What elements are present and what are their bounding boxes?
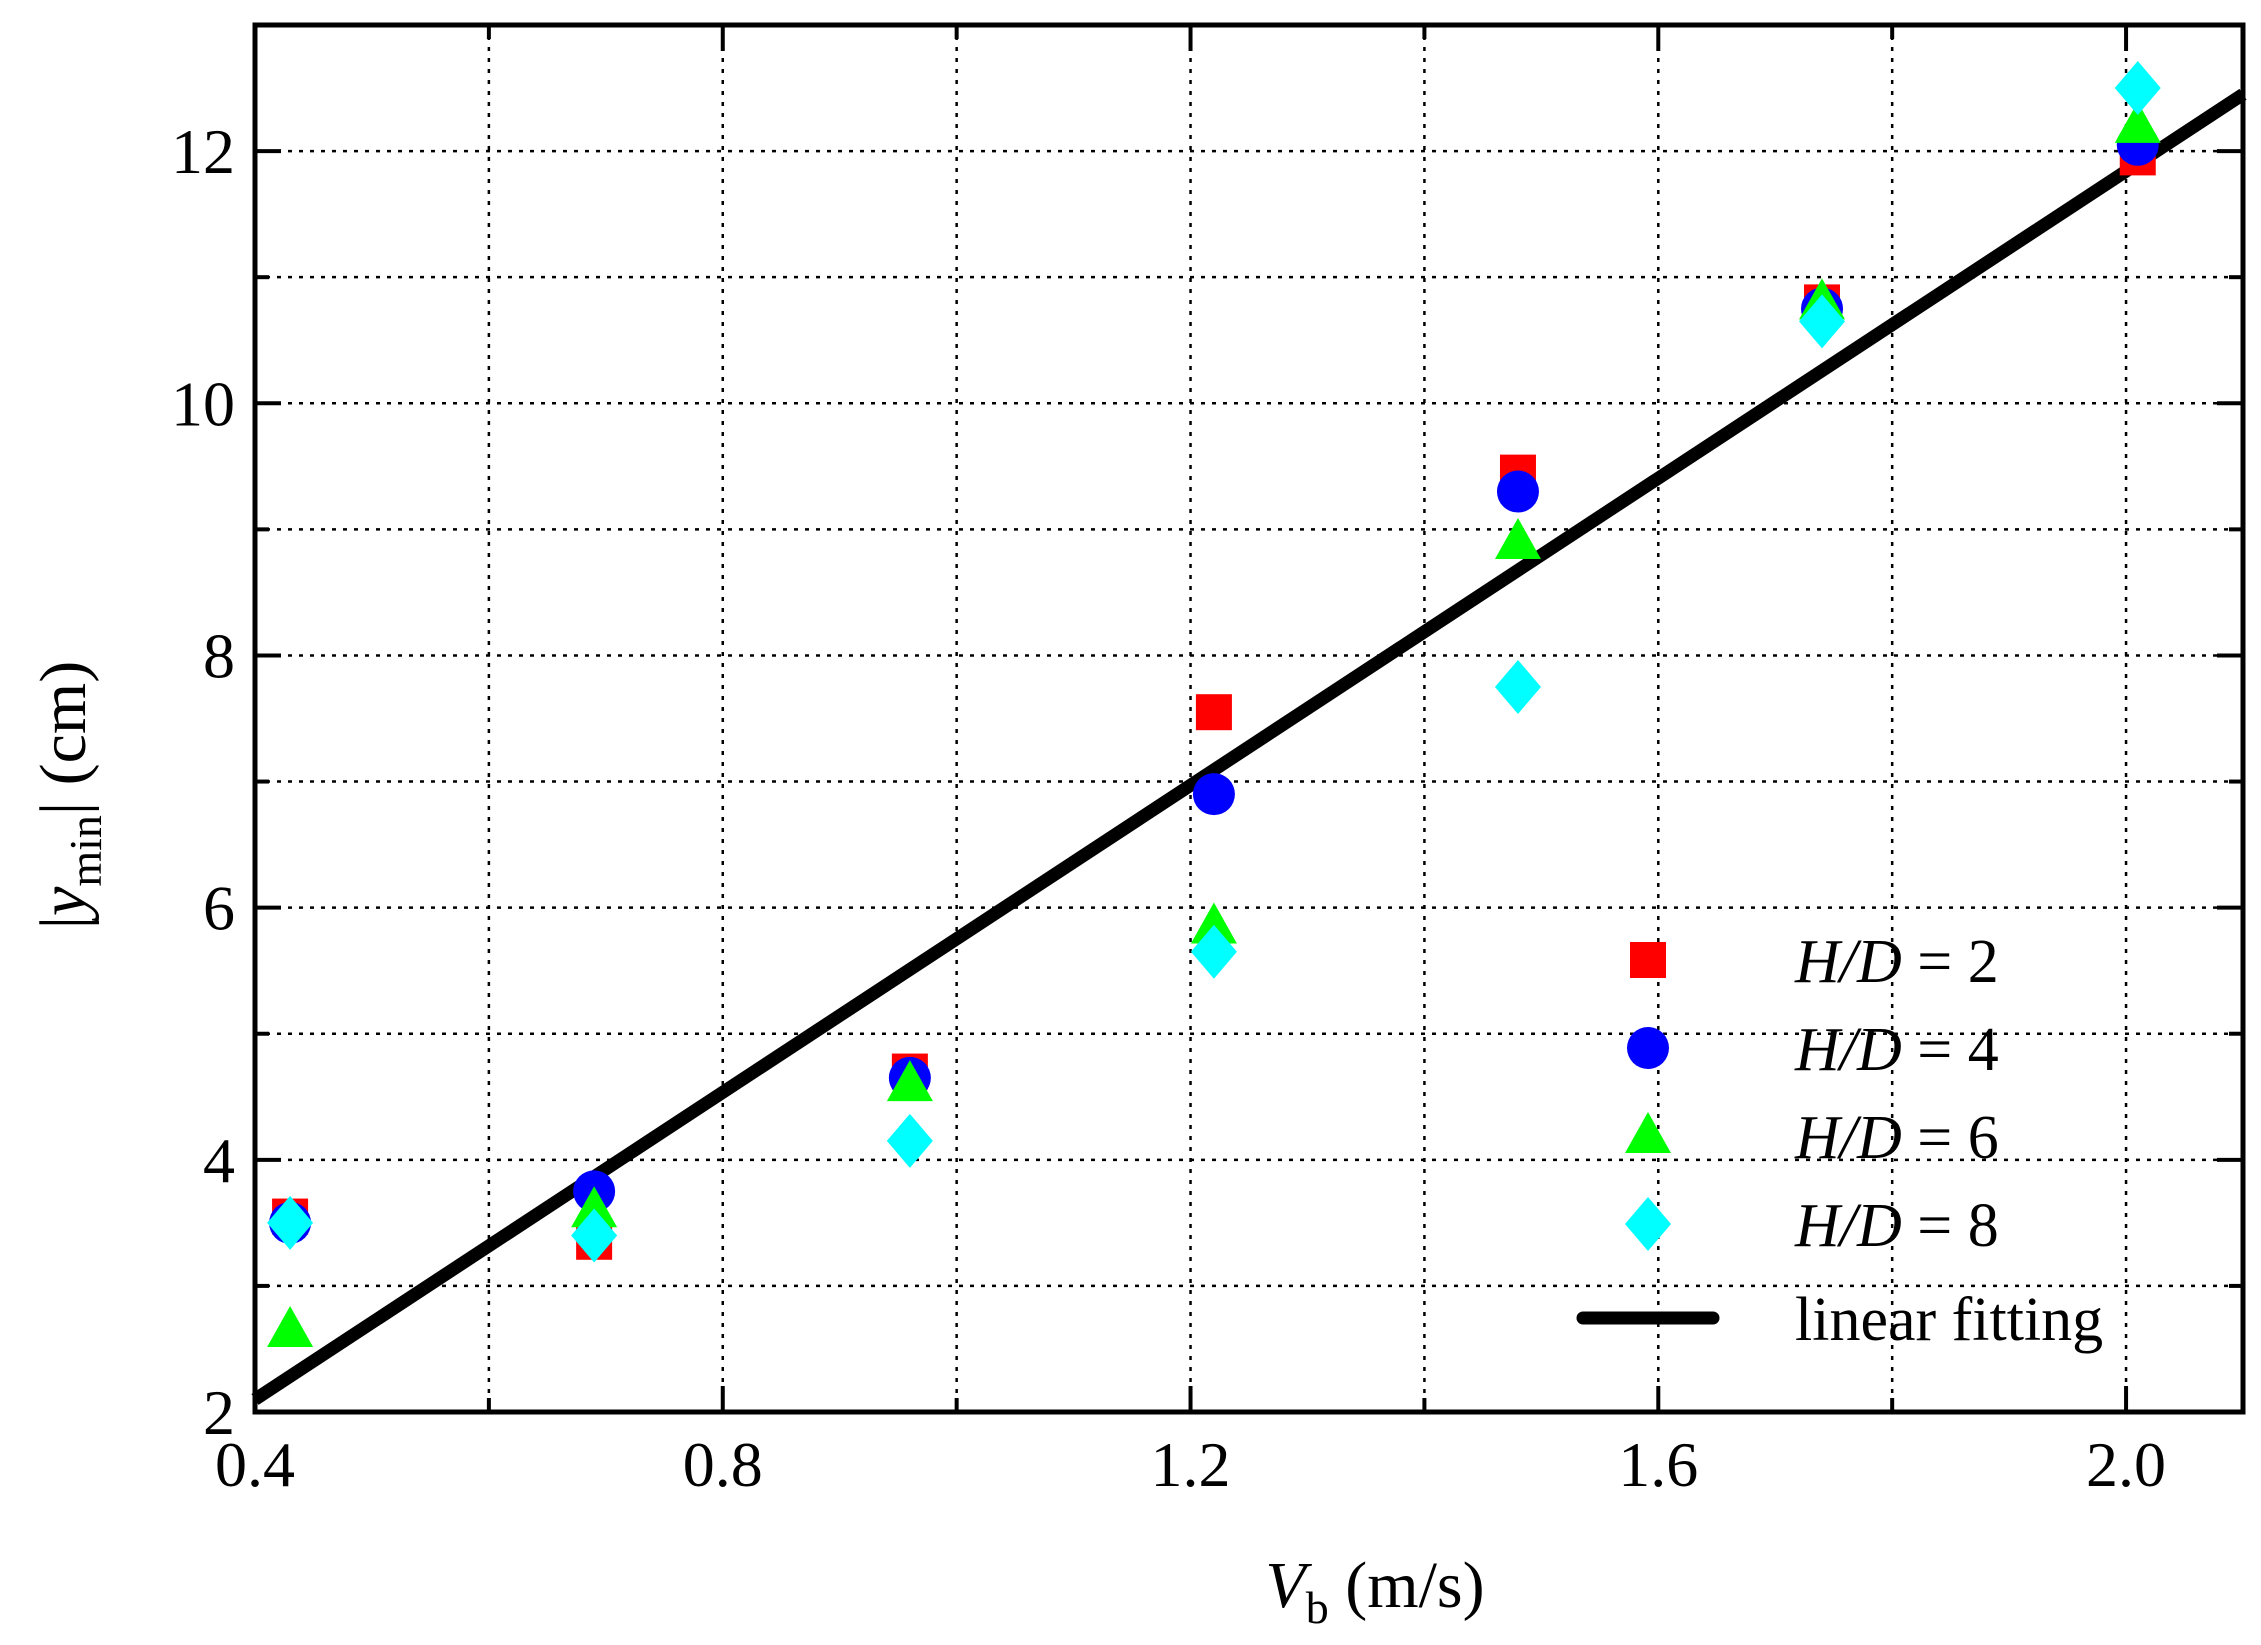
legend-label-italic: H/D <box>1794 1016 1902 1084</box>
data-point-diamond <box>2114 61 2161 116</box>
y-tick-label: 4 <box>203 1125 235 1196</box>
y-tick-label: 8 <box>203 620 235 691</box>
data-markers <box>267 61 2161 1348</box>
data-point-diamond <box>1799 294 1846 349</box>
data-point-circle <box>1496 470 1539 513</box>
data-point-triangle <box>886 1060 933 1102</box>
y-tick-label: 2 <box>203 1377 235 1448</box>
data-point-triangle <box>571 1186 618 1228</box>
data-point-diamond <box>571 1208 618 1263</box>
x-axis-title-sub: b <box>1306 1582 1329 1633</box>
legend-label-italic: H/D <box>1794 1192 1902 1260</box>
x-axis-title-unit: (m/s) <box>1329 1549 1485 1622</box>
data-point-triangle <box>1190 902 1237 944</box>
x-tick-label: 1.2 <box>1151 1429 1231 1500</box>
y-tick-label: 12 <box>171 116 235 187</box>
x-tick-label: 1.6 <box>1618 1429 1698 1500</box>
legend-marker-diamond <box>1625 1197 1671 1251</box>
y-tick-label: 6 <box>203 873 235 944</box>
legend-label: H/D = 6 <box>1794 1104 1999 1172</box>
y-axis-title-sub: min <box>60 815 111 887</box>
data-point-triangle <box>267 1306 314 1348</box>
y-tick-label: 10 <box>171 368 235 439</box>
data-point-triangle <box>2114 101 2161 143</box>
data-point-triangle <box>1494 517 1541 559</box>
plot-frame <box>252 22 2246 1415</box>
y-axis-title-open: | <box>27 916 100 929</box>
legend-marker-triangle <box>1625 1112 1671 1153</box>
legend-label-value: = 4 <box>1902 1016 1999 1084</box>
legend-marker-circle <box>1627 1027 1669 1069</box>
data-point-diamond <box>1190 924 1237 979</box>
x-axis-title: Vb (m/s) <box>1265 1549 1484 1633</box>
data-point-circle <box>1192 773 1235 816</box>
y-axis-title-close: | (cm) <box>27 661 100 815</box>
x-tick-label: 2.0 <box>2086 1429 2166 1500</box>
legend-label: H/D = 4 <box>1794 1016 1999 1084</box>
x-tick-label: 0.4 <box>215 1429 295 1500</box>
legend-label: H/D = 2 <box>1794 928 1999 996</box>
data-point-diamond <box>1494 659 1541 714</box>
data-point-diamond <box>886 1113 933 1168</box>
legend-marker-square <box>1630 942 1666 978</box>
legend-label: H/D = 8 <box>1794 1192 1999 1260</box>
series-diamond <box>267 61 2161 1263</box>
x-tick-label: 0.8 <box>683 1429 763 1500</box>
axis-ticks <box>253 25 2243 1414</box>
legend-label-italic: H/D <box>1794 928 1902 996</box>
legend-label-italic: H/D <box>1794 1104 1902 1172</box>
tick-labels: 0.4 0.8 1.2 1.6 2.0 2 4 6 8 10 12 <box>171 116 2166 1500</box>
series-square <box>272 139 2156 1260</box>
y-axis-title: |ymin| (cm) <box>27 661 111 929</box>
data-point-diamond <box>267 1195 314 1250</box>
legend-label-value: = 6 <box>1902 1104 1999 1172</box>
data-point-square <box>1195 694 1232 731</box>
legend-label-value: = 8 <box>1902 1192 1999 1260</box>
y-axis-title-main: y <box>27 886 100 922</box>
x-axis-title-main: V <box>1265 1549 1312 1622</box>
legend-label-value: = 2 <box>1902 928 1999 996</box>
gridlines <box>253 25 2243 1414</box>
legend-label-fit: linear fitting <box>1795 1286 2103 1354</box>
